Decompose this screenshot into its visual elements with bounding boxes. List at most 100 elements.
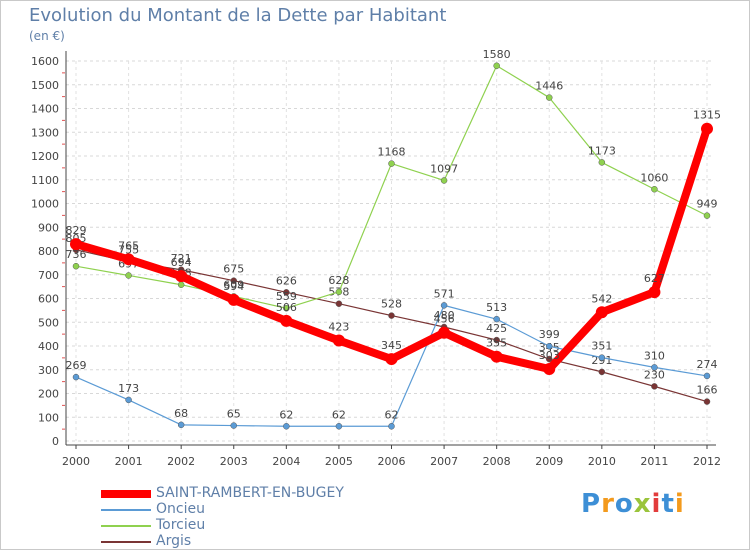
data-point [122,253,135,266]
data-label: 594 [223,280,244,293]
logo-letter: P [581,489,602,519]
data-label: 765 [118,239,139,252]
x-tick-label: 2005 [325,455,353,468]
data-label: 1315 [693,109,721,122]
x-tick-label: 2003 [220,455,248,468]
data-point [493,62,500,69]
logo-letter: i [651,489,662,519]
data-point [177,281,185,288]
legend-label: SAINT-RAMBERT-EN-BUGEY [156,485,344,501]
legend-item: Oncieu [101,501,521,518]
data-point [283,289,290,296]
y-tick-label: 1500 [31,79,59,92]
data-label: 829 [66,224,87,237]
data-point [335,300,343,307]
x-tick-label: 2004 [272,455,300,468]
data-point [230,277,237,284]
logo-letter: i [674,489,685,519]
data-label: 736 [66,248,87,261]
data-point [598,368,606,376]
data-label: 626 [276,274,297,287]
data-label: 230 [644,368,665,381]
data-point [388,423,395,430]
legend-swatch [101,490,151,498]
data-label: 609 [223,278,244,291]
y-tick-label: 1600 [31,55,59,68]
data-point [385,353,398,366]
data-point [703,372,711,380]
data-label: 949 [697,198,718,211]
y-tick-label: 100 [38,411,59,424]
y-tick-label: 500 [38,316,59,329]
x-tick-label: 2006 [378,455,406,468]
legend-swatch [101,525,151,527]
logo-letter: r [601,489,615,519]
data-label: 675 [223,263,244,276]
data-point [440,302,448,309]
legend-label: Torcieu [156,517,206,533]
y-tick-label: 1100 [31,174,59,187]
data-label: 721 [171,252,192,265]
legend-label: Oncieu [156,501,205,517]
data-point [388,160,395,167]
data-point [438,326,451,339]
y-tick-label: 800 [38,245,59,258]
y-tick-label: 300 [38,364,59,377]
logo-letter: x [633,489,652,519]
data-point [651,383,658,390]
data-label: 355 [486,337,507,350]
data-label: 542 [591,292,612,305]
data-label: 310 [644,349,665,362]
unit-label: (en €) [29,29,65,43]
data-point [651,186,658,193]
data-label: 65 [227,408,241,421]
data-label: 351 [591,340,612,353]
chart-title: Evolution du Montant de la Dette par Hab… [29,5,447,26]
data-label: 269 [66,359,87,372]
x-tick-label: 2002 [167,455,195,468]
data-label: 559 [276,290,297,303]
data-point [703,398,711,405]
x-tick-label: 2011 [640,455,668,468]
proxiti-logo: Proxiti [581,489,685,519]
data-label: 1580 [483,48,511,61]
x-tick-label: 2001 [115,455,143,468]
data-label: 1173 [588,144,616,157]
y-tick-label: 1000 [31,198,59,211]
data-label: 456 [434,313,455,326]
data-label: 1097 [430,162,458,175]
data-label: 62 [332,408,346,421]
data-point [440,177,448,184]
data-point [598,159,606,166]
y-tick-label: 700 [38,269,59,282]
y-tick-label: 1300 [31,126,59,139]
x-tick-label: 2009 [535,455,563,468]
legend-swatch [101,541,151,543]
data-label: 68 [174,407,188,420]
data-label: 62 [279,408,293,421]
data-label: 303 [539,349,560,362]
data-label: 1168 [378,146,406,159]
data-point [227,293,240,306]
data-point [175,270,188,283]
data-point [72,262,80,270]
x-tick-label: 2000 [62,455,90,468]
data-label: 1060 [640,171,668,184]
data-label: 173 [118,382,139,395]
x-tick-label: 2012 [693,455,721,468]
data-point [280,314,293,327]
y-tick-label: 1400 [31,103,59,116]
y-tick-label: 600 [38,293,59,306]
data-point [70,238,82,251]
data-label: 399 [539,328,560,341]
data-label: 425 [486,322,507,335]
data-point [490,350,503,363]
data-label: 628 [328,274,349,287]
y-tick-label: 400 [38,340,59,353]
legend-item: Torcieu [101,517,521,534]
data-point [648,286,661,299]
data-label: 274 [697,358,718,371]
y-tick-label: 1200 [31,150,59,163]
data-point [595,306,608,319]
